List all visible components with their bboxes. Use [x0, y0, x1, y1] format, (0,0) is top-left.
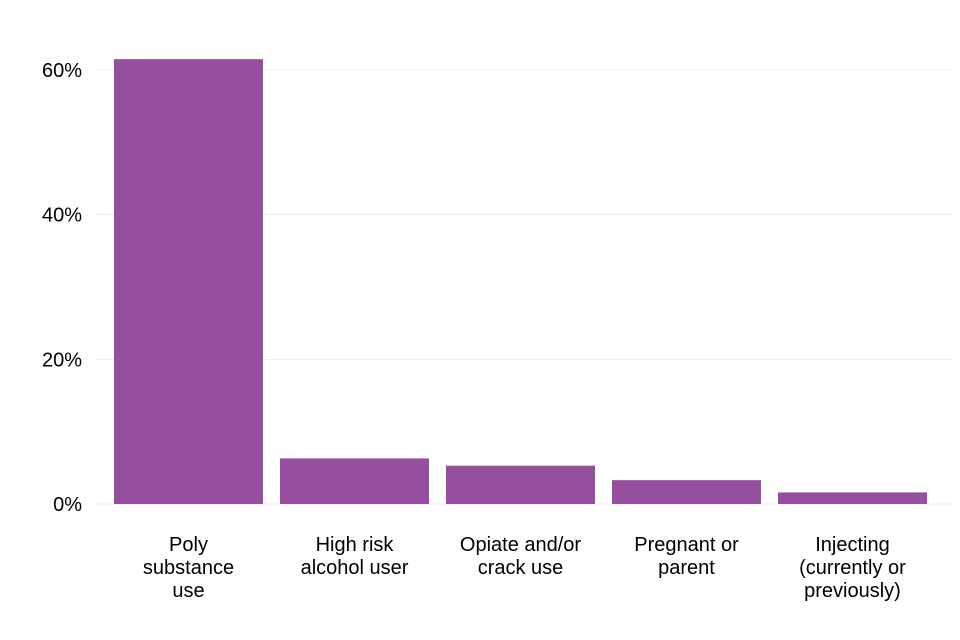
bar [612, 480, 761, 504]
x-category-label: Injecting (currently or previously) [799, 534, 906, 602]
x-category-label-line: crack use [478, 557, 564, 579]
bar [114, 59, 263, 505]
x-category-label-line: High risk [316, 534, 395, 556]
x-axis-category-labels: Poly substance use High risk alcohol user Opi… [143, 534, 906, 602]
x-category-label-line: (currently or [799, 557, 906, 579]
x-category-label-line: Pregnant or [634, 534, 739, 556]
y-tick-label: 20% [42, 349, 82, 371]
bar [446, 465, 595, 504]
x-category-label-line: Opiate and/or [460, 534, 582, 556]
y-tick-label: 0% [53, 494, 82, 516]
x-category-label: Poly substance use [143, 534, 234, 602]
bar [778, 492, 927, 504]
x-category-label-line: Poly [169, 534, 208, 556]
x-category-label-line: Injecting [815, 534, 890, 556]
x-category-label: Opiate and/or crack use [460, 534, 582, 579]
x-category-label-line: parent [658, 557, 715, 579]
y-tick-label: 60% [42, 60, 82, 82]
y-tick-label: 40% [42, 205, 82, 227]
x-category-label: High risk alcohol user [301, 534, 409, 579]
x-category-label-line: use [172, 580, 204, 602]
bar [280, 458, 429, 504]
x-category-label-line: alcohol user [301, 557, 409, 579]
bars [114, 59, 927, 505]
x-category-label: Pregnant or parent [634, 534, 739, 579]
y-axis-tick-labels: 0% 20% 40% 60% [42, 60, 82, 516]
x-category-label-line: previously) [804, 580, 901, 602]
x-category-label-line: substance [143, 557, 234, 579]
